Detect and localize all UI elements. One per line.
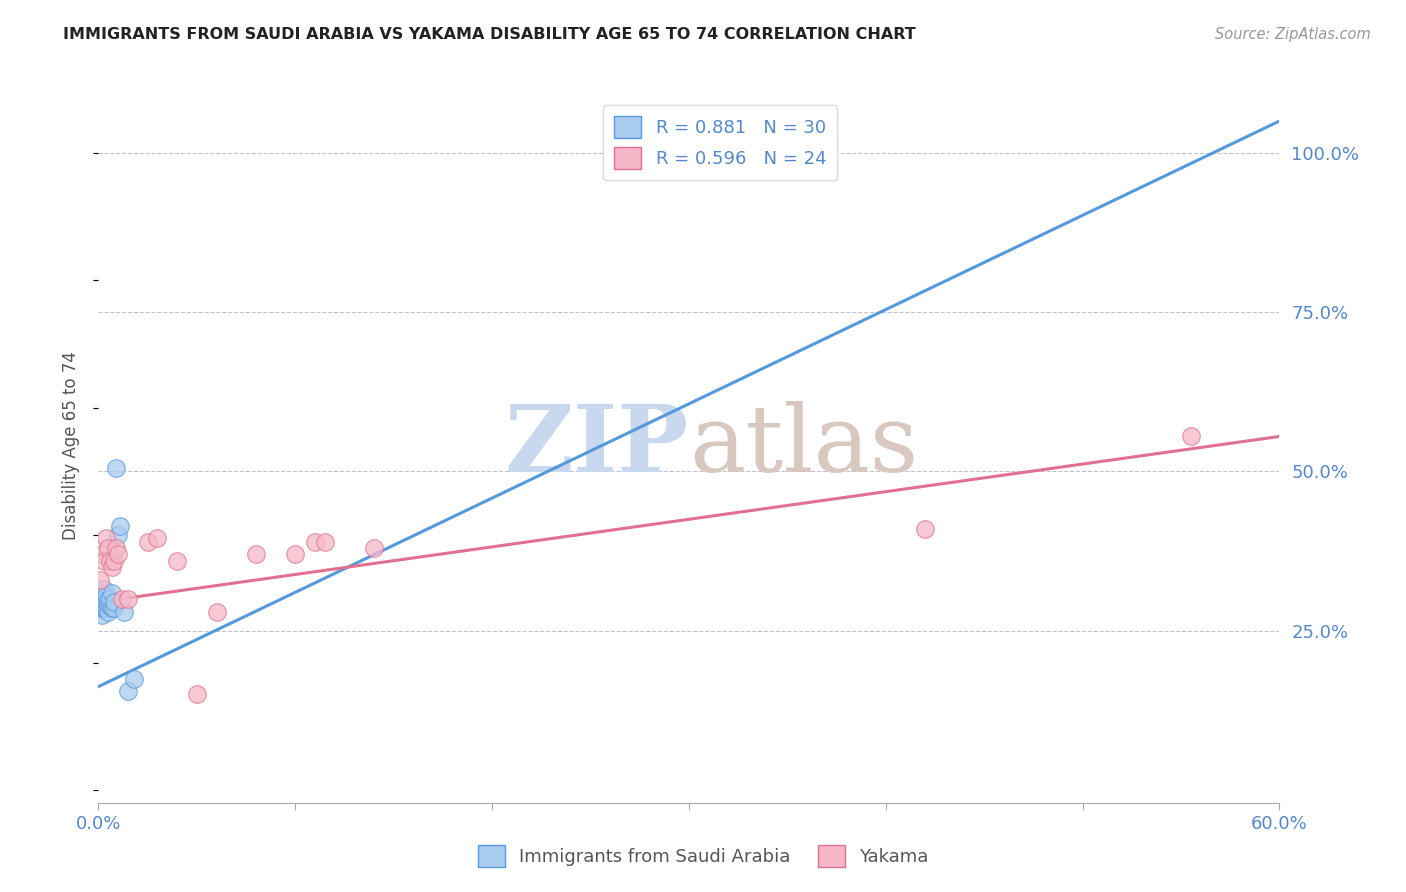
Point	[97, 591, 120, 606]
Point	[103, 595, 125, 609]
Point	[91, 607, 114, 622]
Point	[166, 554, 188, 568]
Point	[93, 601, 115, 615]
Point	[103, 554, 125, 568]
Point	[93, 589, 115, 603]
Point	[97, 605, 120, 619]
Point	[122, 672, 145, 686]
Point	[117, 684, 139, 698]
Point	[105, 461, 128, 475]
Point	[89, 589, 111, 603]
Point	[98, 554, 121, 568]
Point	[96, 589, 118, 603]
Point	[91, 601, 114, 615]
Point	[91, 547, 114, 561]
Point	[93, 554, 115, 568]
Text: ZIP: ZIP	[505, 401, 689, 491]
Legend: Immigrants from Saudi Arabia, Yakama: Immigrants from Saudi Arabia, Yakama	[471, 838, 935, 874]
Point	[96, 601, 118, 615]
Y-axis label: Disability Age 65 to 74: Disability Age 65 to 74	[62, 351, 80, 541]
Point	[117, 591, 139, 606]
Point	[101, 560, 124, 574]
Point	[105, 541, 128, 555]
Point	[107, 528, 129, 542]
Point	[89, 595, 111, 609]
Point	[91, 585, 114, 599]
Point	[93, 595, 115, 609]
Point	[108, 518, 131, 533]
Legend: R = 0.881   N = 30, R = 0.596   N = 24: R = 0.881 N = 30, R = 0.596 N = 24	[603, 105, 838, 180]
Point	[96, 595, 118, 609]
Point	[103, 601, 125, 615]
Point	[97, 541, 120, 555]
Point	[89, 601, 111, 615]
Text: Source: ZipAtlas.com: Source: ZipAtlas.com	[1215, 27, 1371, 42]
Point	[101, 601, 124, 615]
Point	[96, 532, 118, 546]
Point	[304, 534, 326, 549]
Point	[284, 547, 307, 561]
Point	[91, 595, 114, 609]
Point	[363, 541, 385, 555]
Point	[914, 522, 936, 536]
Point	[91, 591, 114, 606]
Point	[1180, 429, 1202, 443]
Point	[93, 582, 115, 597]
Point	[186, 688, 208, 702]
Point	[245, 547, 267, 561]
Text: atlas: atlas	[689, 401, 918, 491]
Point	[136, 534, 159, 549]
Point	[101, 585, 124, 599]
Point	[97, 599, 120, 613]
Point	[146, 532, 169, 546]
Point	[89, 573, 111, 587]
Text: IMMIGRANTS FROM SAUDI ARABIA VS YAKAMA DISABILITY AGE 65 TO 74 CORRELATION CHART: IMMIGRANTS FROM SAUDI ARABIA VS YAKAMA D…	[63, 27, 917, 42]
Point	[112, 605, 135, 619]
Point	[205, 605, 228, 619]
Point	[98, 599, 121, 613]
Point	[111, 591, 134, 606]
Point	[98, 591, 121, 606]
Point	[314, 534, 336, 549]
Point	[107, 547, 129, 561]
